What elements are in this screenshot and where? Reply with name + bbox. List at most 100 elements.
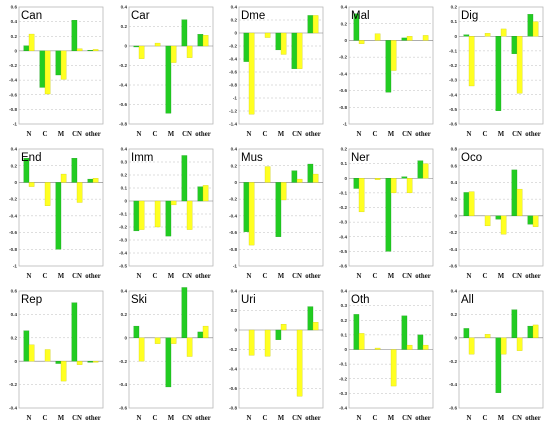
y-tick-label: -0.2 — [229, 347, 237, 352]
y-tick-label: -0.8 — [229, 406, 237, 411]
chart-svg-mus: -1 -0.8 -0.6 -0.4 -0.2 0 0.2 0.4 N C M CN other Mus — [229, 147, 324, 280]
x-tick-label-other: other — [525, 415, 540, 422]
bar-other-series-b — [92, 178, 99, 183]
y-tick-label: -0.8 — [229, 83, 237, 88]
y-tick-label: -0.2 — [339, 376, 347, 381]
y-tick-label: 0.3 — [121, 160, 128, 165]
bar-n-series-a — [463, 192, 470, 217]
y-tick-label: 0 — [344, 38, 347, 43]
chart-svg-all: -0.6 -0.4 -0.2 0 0.2 0.4 N C M CN other All — [449, 289, 544, 422]
bar-cn-series-a — [511, 309, 518, 338]
x-tick-label-other: other — [195, 415, 210, 422]
y-tick-label: 0.4 — [231, 289, 238, 294]
panel-title: Ner — [351, 152, 370, 164]
x-tick-label-c: C — [483, 415, 488, 422]
bar-c-series-b — [44, 50, 51, 95]
bar-cn-series-a — [401, 176, 408, 179]
y-tick-label: 0.2 — [121, 24, 128, 29]
x-tick-label-m: M — [168, 415, 175, 422]
y-tick-label: -1 — [13, 264, 18, 269]
bar-n-series-b — [28, 182, 35, 187]
y-tick-label: -0.1 — [339, 362, 347, 367]
panel-title: Dme — [241, 10, 265, 22]
y-tick-label: 0.1 — [121, 186, 128, 191]
y-tick-label: 0.4 — [341, 5, 348, 10]
y-tick-label: -0.4 — [339, 406, 347, 411]
y-tick-label: -0.2 — [9, 63, 17, 68]
chart-svg-end: -1 -0.8 -0.6 -0.4 -0.2 0 0.2 0.4 N C M CN other End — [9, 147, 104, 280]
chart-svg-can: -1 -0.8 -0.6 -0.4 -0.2 0 0.2 0.4 0.6 N C M CN other Ca… — [9, 5, 104, 138]
x-tick-label-m: M — [58, 273, 65, 280]
x-tick-label-n: N — [467, 131, 472, 138]
x-tick-label-other: other — [305, 415, 320, 422]
x-tick-label-n: N — [27, 273, 32, 280]
x-tick-label-c: C — [483, 273, 488, 280]
bar-n-series-a — [243, 182, 250, 232]
y-tick-label: -0.2 — [119, 359, 127, 364]
bar-n-series-a — [353, 13, 360, 41]
y-tick-label: -0.6 — [119, 406, 127, 411]
x-tick-label-n: N — [247, 415, 252, 422]
y-tick-label: -0.2 — [229, 44, 237, 49]
bar-other-series-b — [532, 21, 539, 37]
y-tick-label: 0 — [454, 213, 457, 218]
y-tick-label: -0.5 — [339, 249, 347, 254]
x-tick-label-c: C — [263, 415, 268, 422]
chart-panel-ski: -0.6 -0.4 -0.2 0 0.2 0.4 N C M CN other Ski — [112, 287, 216, 429]
bar-other-series-b — [202, 35, 209, 47]
y-tick-label: 0 — [14, 48, 17, 53]
bar-cn-series-a — [181, 19, 188, 47]
y-tick-label: 0.2 — [451, 197, 458, 202]
y-tick-label: 0.4 — [231, 5, 238, 10]
bar-m-series-a — [275, 329, 282, 340]
x-tick-label-other: other — [195, 131, 210, 138]
x-tick-label-m: M — [278, 273, 285, 280]
bar-cn-series-a — [511, 169, 518, 217]
y-tick-label: 0.4 — [451, 289, 458, 294]
bar-cn-series-a — [181, 155, 188, 202]
bar-cn-series-b — [296, 32, 303, 69]
y-tick-label: 0.6 — [11, 289, 18, 294]
y-tick-label: -1 — [13, 122, 18, 127]
y-tick-label: 0.1 — [341, 332, 348, 337]
y-tick-label: -0.2 — [449, 63, 457, 68]
bar-cn-series-a — [291, 170, 298, 183]
bar-other-series-b — [422, 344, 429, 350]
bar-cn-series-b — [186, 337, 193, 357]
bar-cn-series-b — [516, 188, 523, 217]
bar-m-series-b — [280, 324, 287, 331]
x-tick-label-m: M — [498, 273, 505, 280]
chart-svg-mal: -1 -0.8 -0.6 -0.4 -0.2 0 0.2 0.4 N C M CN other Mal — [339, 5, 434, 138]
y-tick-label: -0.4 — [449, 92, 457, 97]
bar-cn-series-a — [71, 20, 78, 52]
bar-other-series-a — [527, 14, 534, 37]
bar-m-series-a — [495, 337, 502, 393]
bar-m-series-b — [500, 28, 507, 37]
x-tick-label-n: N — [357, 415, 362, 422]
bar-other-series-a — [197, 331, 204, 338]
x-tick-label-cn: CN — [402, 415, 412, 422]
x-tick-label-m: M — [58, 131, 65, 138]
x-tick-label-other: other — [85, 415, 100, 422]
x-tick-label-cn: CN — [292, 273, 302, 280]
x-tick-label-m: M — [388, 131, 395, 138]
chart-panel-dig: -0.6 -0.5 -0.4 -0.3 -0.2 -0.1 0 0.1 0.2 N C M CN othe… — [442, 4, 546, 145]
x-tick-label-n: N — [247, 131, 252, 138]
x-tick-label-n: N — [247, 273, 252, 280]
bar-n-series-a — [353, 314, 360, 350]
chart-svg-dme: -1.4 -1.2 -1 -0.8 -0.6 -0.4 -0.2 0 0.2 0.4 N C M CN ot… — [229, 5, 324, 138]
bar-n-series-b — [28, 344, 35, 362]
x-tick-label-cn: CN — [292, 131, 302, 138]
bar-n-series-b — [468, 36, 475, 87]
x-tick-label-n: N — [137, 415, 142, 422]
y-tick-label: 0.2 — [341, 318, 348, 323]
y-tick-label: -0.5 — [119, 264, 127, 269]
y-tick-label: -0.2 — [119, 225, 127, 230]
y-tick-label: -0.4 — [339, 234, 347, 239]
bar-other-series-b — [202, 325, 209, 338]
y-tick-label: -0.4 — [9, 406, 17, 411]
y-tick-label: -0.3 — [339, 220, 347, 225]
chart-svg-ski: -0.6 -0.4 -0.2 0 0.2 0.4 N C M CN other Ski — [119, 287, 214, 422]
bar-other-series-a — [307, 163, 314, 183]
bar-n-series-b — [138, 45, 145, 59]
